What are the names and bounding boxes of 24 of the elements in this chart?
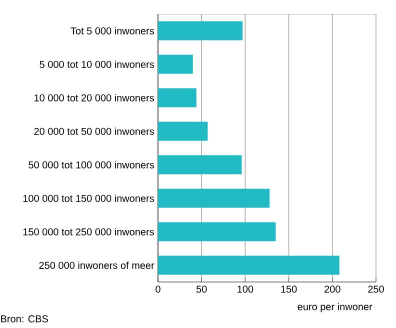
y-tick-label: 250 000 inwoners of meer: [39, 262, 154, 269]
text: Bron: CBS: [1, 315, 48, 322]
y-tick-label: 10 000 tot 20 000 inwoners: [34, 94, 154, 102]
bar: [158, 222, 276, 242]
bar: [158, 188, 270, 208]
y-tick-label: 50 000 tot 100 000 inwoners: [28, 161, 154, 168]
x-tick-label: 200: [324, 286, 340, 293]
x-axis-title: euro per inwoner: [298, 302, 372, 312]
y-tick-label: 20 000 tot 50 000 inwoners: [34, 128, 154, 135]
bar: [158, 54, 193, 74]
y-tick-label: 150 000 tot 250 000 inwoners: [23, 228, 154, 236]
bar: [158, 155, 242, 174]
x-tick-label: 150: [281, 286, 297, 293]
bar: [158, 88, 196, 108]
x-tick-label: 100: [238, 286, 254, 293]
x-tick-label: 0: [156, 286, 160, 293]
y-tick-label: Tot 5 000 inwoners: [70, 27, 154, 34]
x-tick-label: 250: [368, 286, 384, 293]
bar: [158, 256, 340, 275]
bar: [158, 122, 208, 141]
y-tick-label: 5 000 tot 10 000 inwoners: [40, 60, 154, 68]
y-tick-label: 100 000 tot 150 000 inwoners: [23, 194, 154, 202]
bar: [158, 21, 243, 40]
x-tick-label: 50: [196, 286, 207, 293]
